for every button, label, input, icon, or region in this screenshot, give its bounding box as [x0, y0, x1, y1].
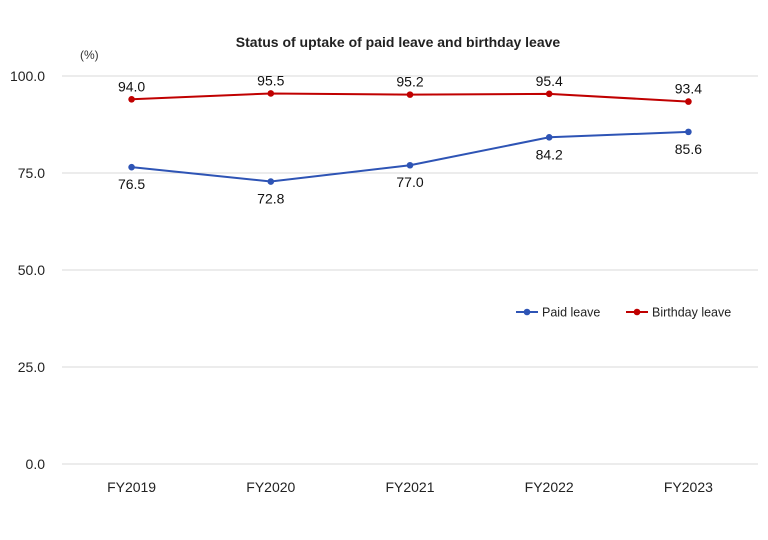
y-axis-ticks: 0.0 25.0 50.0 75.0 100.0: [10, 68, 45, 472]
y-tick-label: 75.0: [18, 165, 45, 181]
paid-leave-data-label: 76.5: [118, 176, 145, 192]
birthday-leave-data-label: 93.4: [675, 81, 702, 97]
y-tick-label: 100.0: [10, 68, 45, 84]
x-axis-ticks: FY2019 FY2020 FY2021 FY2022 FY2023: [107, 479, 713, 495]
birthday-leave-legend-label: Birthday leave: [652, 306, 731, 320]
birthday-leave-legend-marker: [633, 308, 641, 316]
paid-leave-data-label: 77.0: [396, 174, 423, 190]
birthday-leave-data-label: 94.0: [118, 78, 145, 94]
chart-title: Status of uptake of paid leave and birth…: [236, 34, 561, 50]
legend: Paid leave Birthday leave: [516, 306, 731, 320]
y-tick-label: 0.0: [26, 456, 46, 472]
birthday-leave-data-label: 95.5: [257, 72, 284, 88]
y-tick-label: 50.0: [18, 262, 45, 278]
gridlines: [62, 75, 758, 465]
y-tick-label: 25.0: [18, 359, 45, 375]
paid-leave-point: [406, 161, 414, 169]
birthday-leave-point: [545, 90, 553, 98]
birthday-leave-point: [128, 95, 135, 103]
paid-leave-data-label: 72.8: [257, 191, 284, 207]
x-tick-label: FY2023: [664, 479, 713, 495]
x-tick-label: FY2021: [385, 479, 434, 495]
birthday-leave-data-label: 95.2: [396, 74, 423, 90]
x-tick-label: FY2022: [525, 479, 574, 495]
y-unit-label: (%): [80, 48, 99, 62]
paid-leave-data-label: 84.2: [536, 146, 563, 162]
paid-leave-legend-label: Paid leave: [542, 306, 600, 320]
x-tick-label: FY2019: [107, 479, 156, 495]
paid-leave-point: [685, 128, 692, 136]
paid-leave-point: [545, 134, 553, 141]
paid-leave-data-label: 85.6: [675, 141, 702, 157]
x-tick-label: FY2020: [246, 479, 295, 495]
birthday-leave-point: [267, 90, 275, 97]
paid-leave-point: [267, 178, 275, 185]
birthday-leave-data-label: 95.4: [536, 73, 563, 89]
series-group: 76.5 72.8 77.0 84.2 85.6 94.0 95.5 95.2 95.4 93.4: [118, 72, 702, 206]
paid-leave-legend-marker: [523, 308, 531, 316]
birthday-leave-point: [406, 91, 414, 98]
paid-leave-point: [128, 163, 135, 171]
birthday-leave-point: [685, 98, 692, 105]
